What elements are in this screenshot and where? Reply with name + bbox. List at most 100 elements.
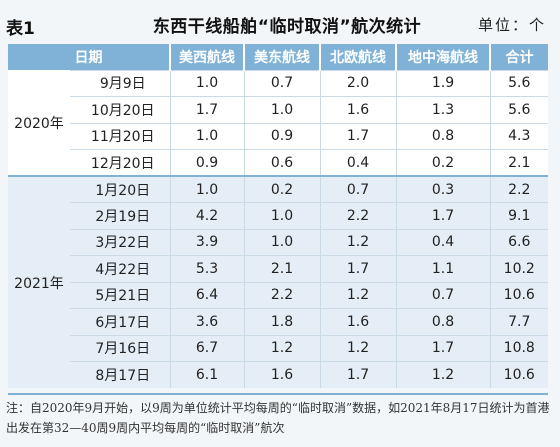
value-cell: 2.1 — [243, 255, 320, 282]
value-cell: 0.8 — [395, 308, 490, 335]
column-header: 美东航线 — [244, 44, 321, 70]
table-row: 4月22日 5.3 2.1 1.7 1.1 10.2 — [8, 255, 548, 282]
year-cell: 2020年 — [8, 70, 70, 176]
value-cell: 6.4 — [169, 281, 244, 309]
value-cell: 6.7 — [169, 334, 244, 362]
value-cell: 0.6 — [243, 149, 320, 176]
value-cell: 0.2 — [395, 149, 490, 176]
value-cell: 5.6 — [489, 96, 548, 123]
value-cell: 0.7 — [243, 69, 320, 97]
date-cell: 2月19日 — [70, 202, 170, 229]
value-cell: 1.0 — [243, 202, 320, 229]
value-cell: 1.2 — [243, 334, 320, 362]
value-cell: 1.7 — [319, 255, 396, 282]
value-cell: 0.7 — [319, 175, 396, 203]
value-cell: 1.8 — [243, 308, 320, 335]
year-cell: 2021年 — [8, 175, 70, 388]
table-header: 日期 美西航线 美东航线 北欧航线 地中海航线 合计 — [8, 44, 548, 70]
value-cell: 0.4 — [395, 228, 490, 256]
column-header: 北欧航线 — [320, 44, 397, 70]
value-cell: 1.0 — [243, 228, 320, 256]
value-cell: 0.8 — [395, 122, 490, 150]
data-table: 日期 美西航线 美东航线 北欧航线 地中海航线 合计 2020年 9月9日 1.0 0.7 2.0… — [8, 44, 548, 388]
value-cell: 1.7 — [395, 334, 490, 362]
table-row: 2021年 1月20日 1.0 0.2 0.7 0.3 2.2 — [8, 175, 548, 388]
table-row: 10月20日 1.7 1.0 1.6 1.3 5.6 — [8, 96, 548, 123]
value-cell: 1.2 — [319, 334, 396, 362]
value-cell: 1.3 — [395, 96, 490, 123]
table-row: 5月21日 6.4 2.2 1.2 0.7 10.6 — [8, 281, 548, 309]
value-cell: 10.8 — [489, 334, 548, 362]
value-cell: 3.9 — [169, 228, 244, 256]
value-cell: 1.6 — [243, 361, 320, 388]
group-2020: 2020年 9月9日 1.0 0.7 2.0 1.9 5.6 10月20日 1.7 1.0 1.6 1… — [8, 69, 548, 176]
value-cell: 0.9 — [169, 149, 244, 176]
value-cell: 7.7 — [489, 308, 548, 335]
value-cell: 1.7 — [169, 96, 244, 123]
unit-label: 单位：个 — [477, 16, 546, 34]
column-header: 美西航线 — [170, 44, 245, 70]
value-cell: 2.2 — [243, 281, 320, 309]
value-cell: 5.3 — [169, 255, 244, 282]
value-cell: 1.7 — [395, 202, 490, 229]
header-row: 日期 美西航线 美东航线 北欧航线 地中海航线 合计 — [8, 44, 548, 70]
value-cell: 0.3 — [395, 175, 490, 203]
value-cell: 1.2 — [319, 281, 396, 309]
date-cell: 12月20日 — [70, 149, 170, 176]
table-row: 11月20日 1.0 0.9 1.7 0.8 4.3 — [8, 122, 548, 150]
value-cell: 10.6 — [489, 361, 548, 388]
table-row: 12月20日 0.9 0.6 0.4 0.2 2.1 — [8, 149, 548, 176]
column-header: 日期 — [8, 44, 171, 70]
value-cell: 1.1 — [395, 255, 490, 282]
date-cell: 8月17日 — [70, 361, 170, 388]
value-cell: 9.1 — [489, 202, 548, 229]
value-cell: 1.2 — [319, 228, 396, 256]
date-cell: 1月20日 — [70, 175, 170, 203]
value-cell: 1.0 — [169, 69, 244, 97]
group-2021: 2021年 1月20日 1.0 0.2 0.7 0.3 2.2 2月19日 4.2 1.0 2.2 1… — [8, 175, 548, 388]
date-cell: 11月20日 — [70, 122, 170, 150]
value-cell: 2.1 — [489, 149, 548, 176]
value-cell: 6.6 — [489, 228, 548, 256]
value-cell: 2.2 — [489, 175, 548, 203]
date-cell: 9月9日 — [70, 69, 170, 97]
value-cell: 10.6 — [489, 281, 548, 309]
table-row: 2月19日 4.2 1.0 2.2 1.7 9.1 — [8, 202, 548, 229]
table-row: 6月17日 3.6 1.8 1.6 0.8 7.7 — [8, 308, 548, 335]
value-cell: 5.6 — [489, 69, 548, 97]
value-cell: 0.2 — [243, 175, 320, 203]
value-cell: 1.7 — [319, 361, 396, 388]
footnote: 注：自2020年9月开始，以9周为单位统计平均每周的“临时取消”数据，如2021… — [6, 401, 550, 435]
date-cell: 5月21日 — [70, 281, 170, 309]
value-cell: 3.6 — [169, 308, 244, 335]
value-cell: 0.9 — [243, 122, 320, 150]
value-cell: 1.6 — [319, 96, 396, 123]
value-cell: 2.2 — [319, 202, 396, 229]
bottom-rule — [8, 393, 548, 395]
value-cell: 2.0 — [319, 69, 396, 97]
table-row: 8月17日 6.1 1.6 1.7 1.2 10.6 — [8, 361, 548, 388]
value-cell: 1.6 — [319, 308, 396, 335]
value-cell: 1.7 — [319, 122, 396, 150]
column-header: 合计 — [490, 44, 548, 70]
value-cell: 1.9 — [395, 69, 490, 97]
value-cell: 1.0 — [243, 96, 320, 123]
value-cell: 1.0 — [169, 175, 244, 203]
date-cell: 10月20日 — [70, 96, 170, 123]
value-cell: 0.7 — [395, 281, 490, 309]
value-cell: 6.1 — [169, 361, 244, 388]
date-cell: 7月16日 — [70, 334, 170, 362]
table-number: 表1 — [6, 19, 35, 39]
column-header: 地中海航线 — [396, 44, 491, 70]
date-cell: 6月17日 — [70, 308, 170, 335]
date-cell: 4月22日 — [70, 255, 170, 282]
value-cell: 0.4 — [319, 149, 396, 176]
date-cell: 3月22日 — [70, 228, 170, 256]
value-cell: 1.0 — [169, 122, 244, 150]
title-bar: 表1 东西干线船舶“临时取消”航次统计 单位：个 — [0, 0, 560, 46]
table-title: 东西干线船舶“临时取消”航次统计 — [152, 17, 422, 37]
value-cell: 4.3 — [489, 122, 548, 150]
table-row: 3月22日 3.9 1.0 1.2 0.4 6.6 — [8, 228, 548, 256]
value-cell: 1.2 — [395, 361, 490, 388]
table-row: 2020年 9月9日 1.0 0.7 2.0 1.9 5.6 — [8, 69, 548, 176]
